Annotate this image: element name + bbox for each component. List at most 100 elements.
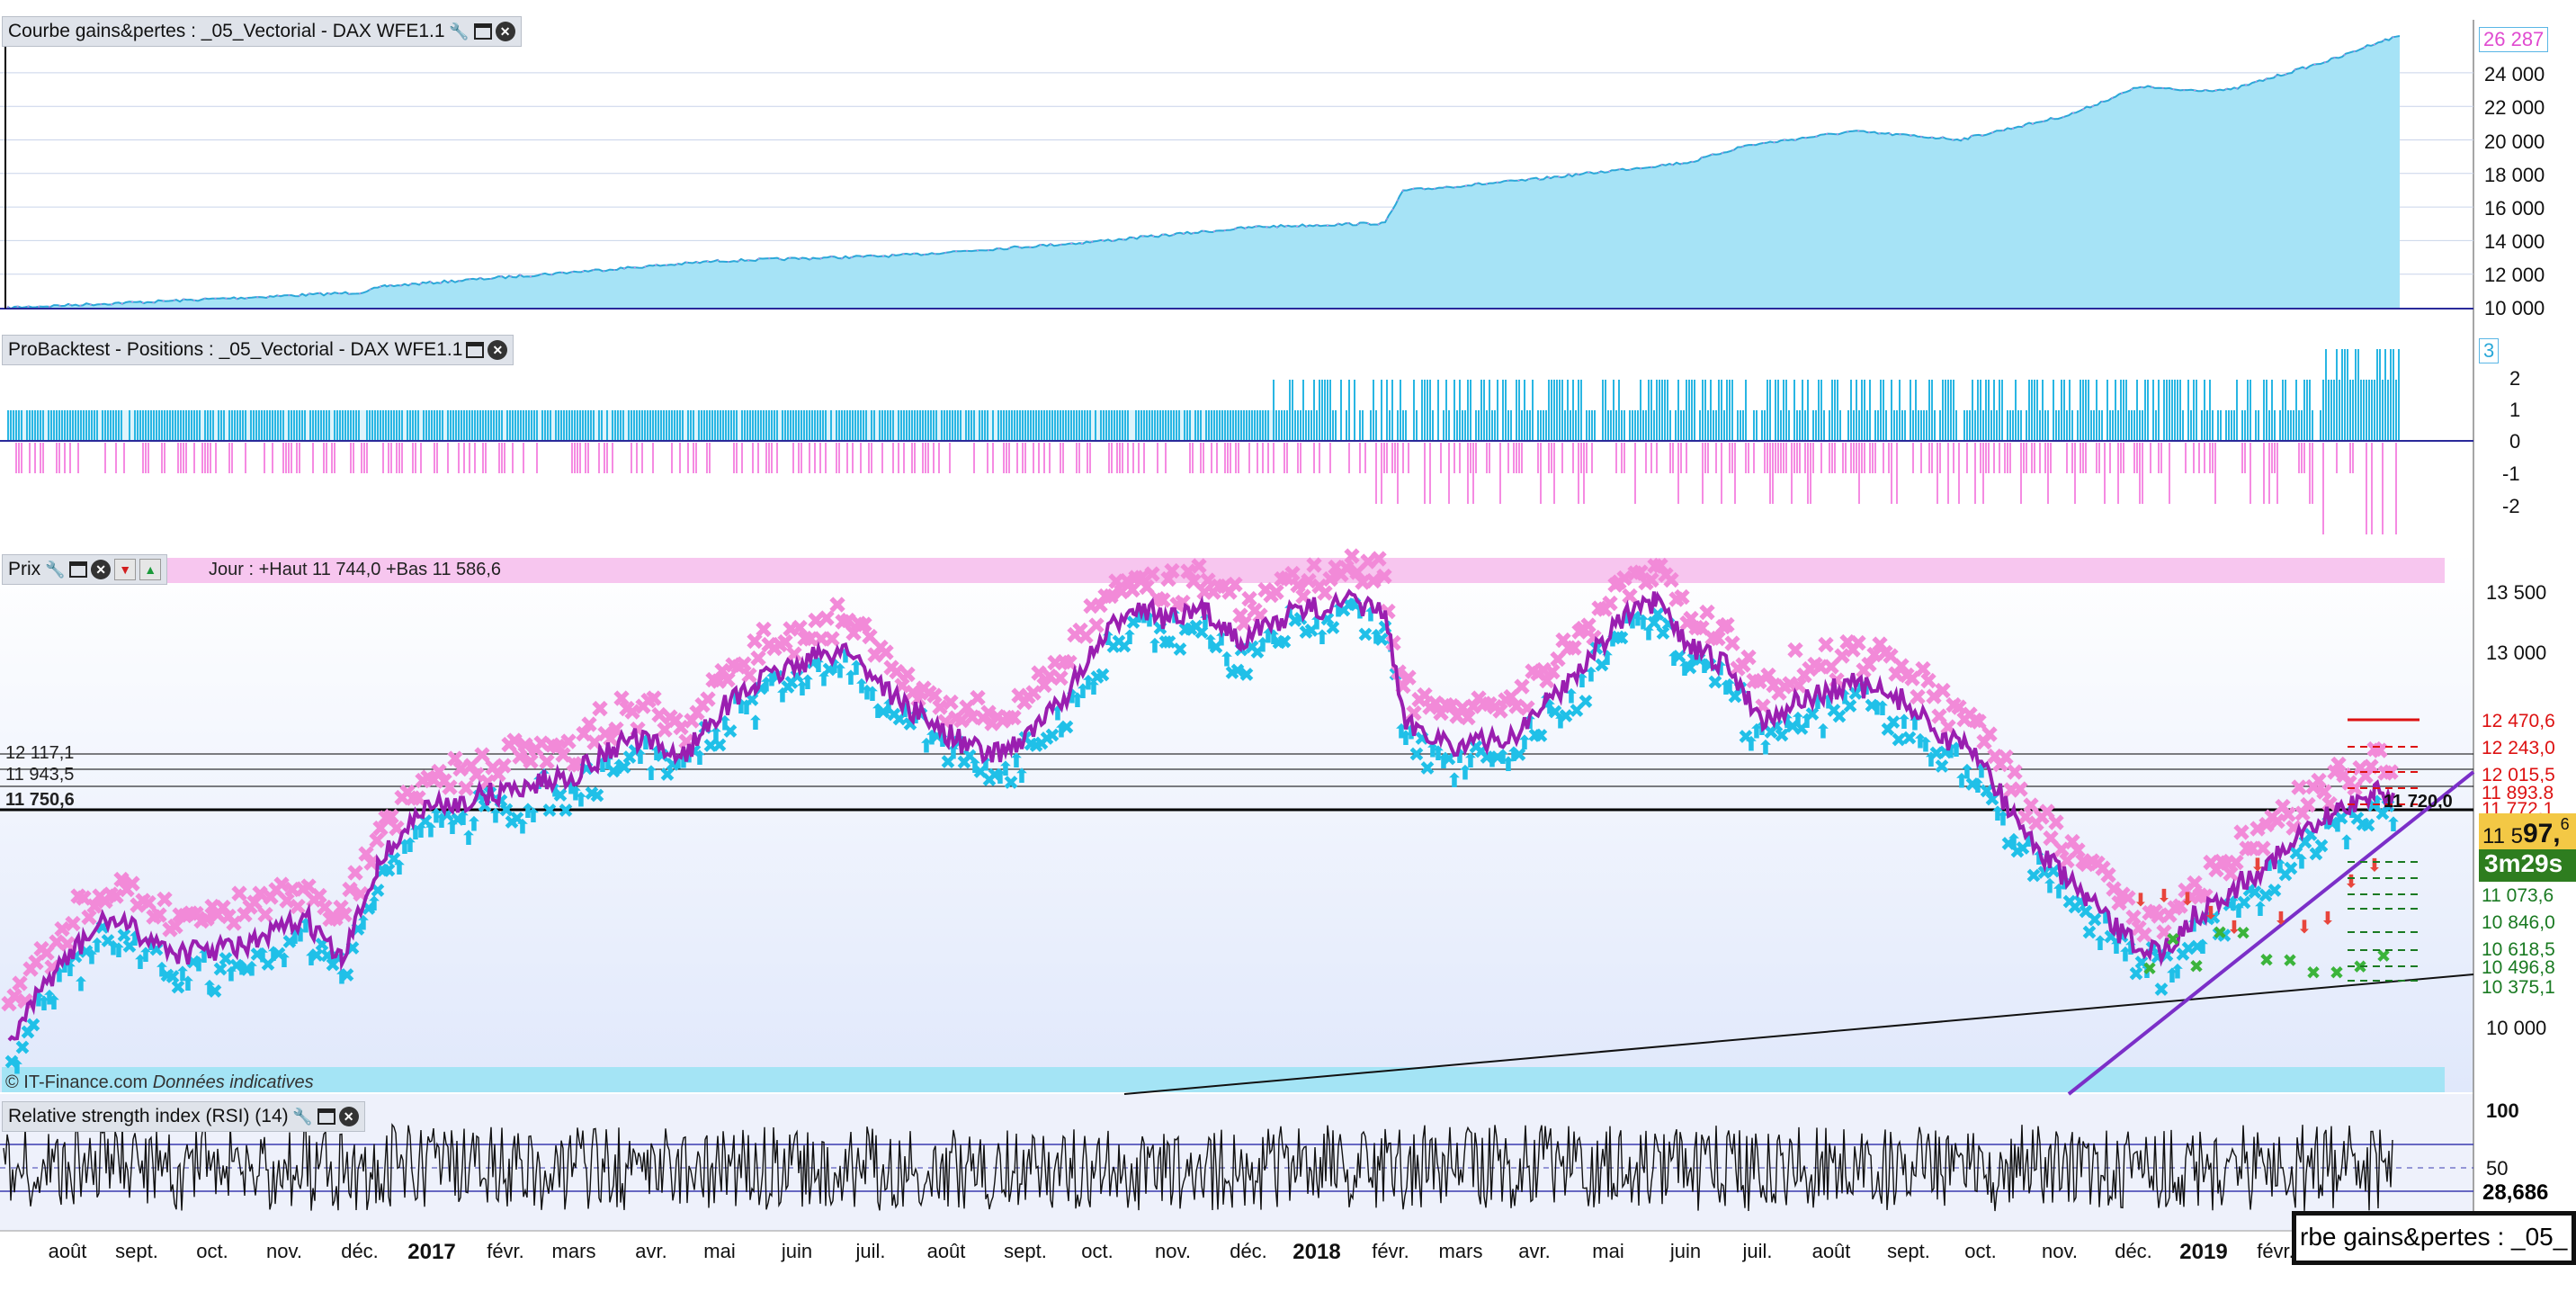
arrow-up-icon[interactable]: ▲ bbox=[139, 559, 162, 580]
positions-short-bar bbox=[2004, 443, 2006, 473]
positions-long-bar bbox=[644, 410, 646, 441]
sell-signal-cross: ✖ bbox=[660, 705, 680, 732]
positions-long-bar bbox=[1899, 380, 1901, 441]
positions-long-bar bbox=[228, 410, 230, 441]
window-icon[interactable] bbox=[473, 23, 492, 40]
positions-long-bar bbox=[1491, 410, 1493, 441]
positions-short-bar bbox=[145, 443, 147, 473]
positions-long-bar bbox=[61, 410, 63, 441]
wrench-icon[interactable]: 🔧 bbox=[292, 1108, 313, 1126]
buy-signal-arrow: ✖ bbox=[711, 735, 728, 758]
buy-signal-arrow: ⬆ bbox=[1743, 733, 1759, 756]
positions-short-bar bbox=[1192, 443, 1194, 473]
wrench-icon[interactable]: 🔧 bbox=[449, 22, 470, 40]
buy-signal-arrow: ✖ bbox=[1089, 667, 1105, 689]
buy-signal-arrow: ✖ bbox=[1479, 747, 1495, 769]
sell-signal-cross: ✖ bbox=[1919, 668, 1938, 695]
close-icon[interactable]: ✕ bbox=[495, 22, 515, 41]
close-icon[interactable]: ✕ bbox=[338, 1107, 359, 1126]
positions-long-bar bbox=[1920, 410, 1922, 441]
short-entry-arrow: ⬇ bbox=[2344, 871, 2359, 893]
positions-long-bar bbox=[1456, 410, 1458, 441]
positions-short-bar bbox=[798, 443, 800, 473]
positions-long-bar bbox=[941, 410, 943, 441]
buy-signal-arrow: ✖ bbox=[1964, 774, 1981, 796]
positions-long-bar bbox=[1078, 410, 1080, 441]
wrench-icon[interactable]: 🔧 bbox=[44, 561, 66, 579]
sell-signal-cross: ✖ bbox=[467, 762, 487, 789]
positions-long-bar bbox=[854, 410, 856, 441]
sell-signal-cross: ✖ bbox=[2237, 836, 2257, 863]
positions-long-bar bbox=[320, 410, 322, 441]
window-icon[interactable] bbox=[466, 342, 485, 358]
positions-long-bar bbox=[690, 410, 692, 441]
positions-long-bar bbox=[415, 410, 416, 441]
positions-short-bar bbox=[1381, 443, 1382, 504]
sell-signal-cross: ✖ bbox=[1805, 652, 1825, 679]
buy-signal-arrow: ✖ bbox=[2000, 833, 2017, 856]
buy-signal-arrow: ⬆ bbox=[1923, 749, 1939, 772]
sell-signal-cross: ✖ bbox=[1131, 566, 1151, 593]
buy-signal-arrow: ✖ bbox=[1287, 611, 1303, 633]
positions-short-bar bbox=[1856, 443, 1857, 473]
sell-signal-cross: ✖ bbox=[1528, 661, 1548, 688]
window-icon[interactable] bbox=[69, 561, 88, 578]
positions-short-bar bbox=[2123, 443, 2124, 473]
positions-short-bar bbox=[1003, 443, 1005, 473]
positions-short-bar bbox=[1734, 443, 1736, 504]
sell-signal-cross: ✖ bbox=[1458, 705, 1478, 732]
positions-short-bar bbox=[2098, 443, 2100, 473]
sell-signal-cross: ✖ bbox=[112, 867, 131, 894]
positions-long-bar bbox=[1232, 410, 1234, 441]
positions-long-bar bbox=[1518, 380, 1520, 441]
positions-long-bar bbox=[927, 410, 929, 441]
buy-signal-arrow: ✖ bbox=[309, 945, 325, 967]
positions-long-bar bbox=[1370, 410, 1372, 441]
positions-long-bar bbox=[1713, 410, 1714, 441]
sell-signal-cross: ✖ bbox=[666, 708, 685, 735]
close-icon[interactable]: ✕ bbox=[487, 340, 508, 360]
window-icon[interactable] bbox=[317, 1108, 335, 1125]
buy-signal-arrow: ⬆ bbox=[1722, 677, 1738, 699]
buy-signal-arrow: ⬆ bbox=[758, 674, 774, 696]
sell-signal-cross: ✖ bbox=[698, 686, 718, 713]
positions-long-bar bbox=[291, 410, 292, 441]
buy-signal-arrow: ✖ bbox=[589, 785, 605, 808]
sell-signal-cross: ✖ bbox=[1811, 654, 1830, 681]
positions-long-bar bbox=[1006, 410, 1007, 441]
sell-signal-cross: ✖ bbox=[1713, 615, 1733, 642]
positions-long-bar bbox=[2382, 380, 2384, 441]
sell-signal-cross: ✖ bbox=[1990, 752, 2010, 779]
sell-signal-cross: ✖ bbox=[2365, 737, 2384, 764]
positions-long-bar bbox=[628, 410, 630, 441]
close-icon[interactable]: ✕ bbox=[91, 560, 112, 579]
positions-long-bar bbox=[1780, 410, 1782, 441]
positions-long-bar bbox=[782, 410, 783, 441]
positions-long-bar bbox=[1140, 410, 1142, 441]
sell-signal-cross: ✖ bbox=[31, 937, 51, 964]
positions-long-bar bbox=[1068, 410, 1069, 441]
buy-signal-arrow: ⬆ bbox=[1069, 690, 1086, 713]
positions-long-bar bbox=[1475, 410, 1477, 441]
positions-short-bar bbox=[2214, 443, 2216, 504]
sell-signal-cross: ✖ bbox=[532, 731, 551, 758]
arrow-down-icon[interactable]: ▼ bbox=[114, 559, 137, 580]
buy-signal-arrow: ✖ bbox=[1111, 632, 1127, 654]
positions-short-bar bbox=[1869, 443, 1871, 473]
positions-long-bar bbox=[266, 410, 268, 441]
positions-short-bar bbox=[1200, 443, 1202, 473]
sell-signal-cross: ✖ bbox=[293, 876, 313, 903]
positions-long-bar bbox=[679, 410, 681, 441]
positions-short-bar bbox=[1448, 443, 1450, 504]
sell-signal-cross: ✖ bbox=[1096, 584, 1115, 611]
sell-signal-cross: ✖ bbox=[1985, 744, 2005, 771]
positions-short-bar bbox=[1853, 443, 1855, 473]
sell-signal-cross: ✖ bbox=[2226, 850, 2246, 877]
positions-long-bar bbox=[2349, 380, 2351, 441]
positions-short-bar bbox=[801, 443, 802, 473]
positions-long-bar bbox=[2085, 380, 2087, 441]
positions-short-bar bbox=[1472, 443, 1474, 504]
positions-long-bar bbox=[2080, 380, 2081, 441]
positions-long-bar bbox=[2063, 380, 2065, 441]
positions-long-bar bbox=[2266, 380, 2267, 441]
